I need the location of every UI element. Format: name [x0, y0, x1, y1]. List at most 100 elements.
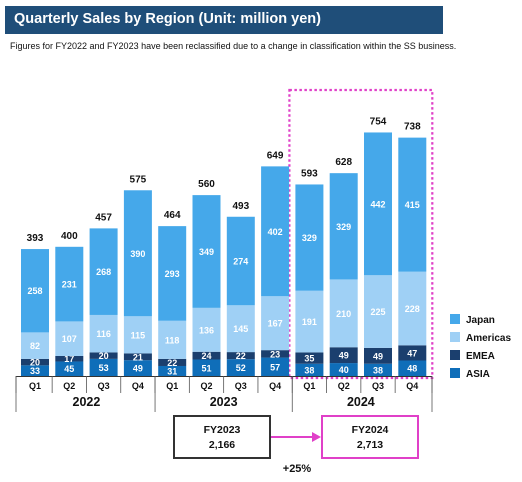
- bar-segment-japan-2: [89, 228, 118, 315]
- total-label-0: 393: [27, 233, 44, 244]
- data-label-asia-10: 38: [373, 365, 383, 375]
- data-label-japan-8: 329: [302, 233, 317, 243]
- bar-segment-emea-3: [123, 353, 152, 361]
- tick-label-0: Q1: [29, 381, 41, 391]
- bar-segment-japan-3: [123, 190, 152, 317]
- bar-segment-asia-10: [364, 363, 392, 376]
- growth-label: +25%: [283, 463, 312, 475]
- data-label-asia-3: 49: [133, 364, 143, 374]
- legend-swatch-americas: [450, 332, 460, 342]
- bar-segment-emea-8: [295, 352, 324, 364]
- year-label-2022: 2022: [73, 395, 101, 409]
- bar-segment-americas-0: [21, 332, 49, 359]
- data-label-asia-8: 38: [304, 365, 314, 375]
- total-label-10: 754: [370, 116, 387, 127]
- bar-segment-japan-5: [192, 195, 221, 308]
- data-label-americas-7: 167: [268, 319, 283, 329]
- data-label-asia-9: 40: [339, 365, 349, 375]
- bar-segment-asia-7: [261, 357, 290, 376]
- total-label-2: 457: [95, 212, 112, 223]
- total-label-4: 464: [164, 210, 181, 221]
- year-label-2023: 2023: [210, 395, 238, 409]
- data-label-japan-1: 231: [62, 280, 77, 290]
- data-label-americas-4: 118: [165, 335, 180, 345]
- bar-segment-americas-2: [89, 314, 118, 353]
- bar-segment-emea-4: [158, 358, 187, 366]
- data-label-japan-2: 268: [96, 267, 111, 277]
- data-label-emea-11: 47: [407, 348, 417, 358]
- bar-segment-americas-1: [55, 321, 84, 356]
- bar-segment-americas-4: [158, 320, 187, 359]
- data-label-asia-5: 51: [201, 363, 211, 373]
- fy-box-label-1: FY2024: [352, 424, 389, 436]
- data-label-americas-1: 107: [62, 334, 77, 344]
- tick-label-1: Q2: [63, 381, 75, 391]
- bar-segment-asia-5: [192, 359, 221, 376]
- bar-segment-americas-9: [329, 279, 358, 348]
- data-label-americas-9: 210: [336, 309, 351, 319]
- data-label-asia-2: 53: [99, 363, 109, 373]
- bar-segment-japan-9: [329, 173, 358, 280]
- data-label-americas-5: 136: [199, 325, 214, 335]
- tick-label-8: Q1: [303, 381, 315, 391]
- data-label-asia-0: 33: [30, 366, 40, 376]
- tick-label-3: Q4: [132, 381, 144, 391]
- data-label-emea-10: 49: [373, 351, 383, 361]
- data-label-asia-7: 57: [270, 362, 280, 372]
- bar-segment-americas-3: [123, 316, 152, 354]
- fy-box-0: [173, 415, 271, 459]
- data-label-japan-11: 415: [405, 200, 420, 210]
- total-label-5: 560: [198, 179, 215, 190]
- data-label-emea-9: 49: [339, 351, 349, 361]
- total-label-7: 649: [267, 150, 284, 161]
- total-label-3: 575: [130, 174, 147, 185]
- data-label-americas-8: 191: [302, 317, 317, 327]
- bar-segment-japan-7: [261, 166, 290, 297]
- bar-segment-asia-11: [398, 360, 427, 376]
- bar-segment-americas-6: [226, 305, 255, 353]
- bar-segment-asia-4: [158, 365, 187, 376]
- data-label-americas-6: 145: [233, 324, 248, 334]
- data-label-americas-0: 82: [30, 341, 40, 351]
- bar-segment-japan-0: [21, 249, 49, 333]
- bar-segment-americas-5: [192, 307, 221, 352]
- fy-box-value-0: 2,166: [209, 439, 235, 451]
- data-label-japan-5: 349: [199, 247, 214, 257]
- fy-box-label-0: FY2023: [204, 424, 241, 436]
- data-label-emea-2: 20: [99, 351, 109, 361]
- data-label-asia-6: 52: [236, 363, 246, 373]
- tick-label-5: Q2: [200, 381, 212, 391]
- legend-label-emea: EMEA: [466, 351, 495, 362]
- data-label-asia-1: 45: [64, 364, 74, 374]
- data-label-japan-7: 402: [268, 227, 283, 237]
- data-label-emea-0: 20: [30, 358, 40, 368]
- bar-segment-emea-9: [329, 347, 358, 364]
- legend-swatch-emea: [450, 350, 460, 360]
- title-bar: Quarterly Sales by Region (Unit: million…: [5, 6, 443, 34]
- data-label-japan-0: 258: [27, 286, 42, 296]
- bar-segment-asia-1: [55, 361, 84, 376]
- fy-box-value-1: 2,713: [357, 439, 383, 451]
- tick-label-2: Q3: [98, 381, 110, 391]
- total-label-8: 593: [301, 168, 318, 179]
- tick-label-10: Q3: [372, 381, 384, 391]
- data-label-asia-11: 48: [407, 364, 417, 374]
- bar-segment-asia-0: [21, 365, 49, 376]
- bar-segment-asia-9: [329, 363, 358, 376]
- tick-label-7: Q4: [269, 381, 281, 391]
- bar-segment-emea-1: [55, 355, 84, 362]
- chart-subtitle: Figures for FY2022 and FY2023 have been …: [10, 41, 457, 51]
- total-label-6: 493: [232, 201, 249, 212]
- tick-label-6: Q3: [235, 381, 247, 391]
- bar-segment-americas-11: [398, 271, 427, 346]
- data-label-japan-9: 329: [336, 222, 351, 232]
- data-label-emea-5: 24: [201, 351, 211, 361]
- total-label-1: 400: [61, 231, 78, 242]
- bar-segment-emea-7: [261, 350, 290, 358]
- bar-segment-asia-2: [89, 358, 118, 376]
- data-label-emea-8: 35: [304, 354, 314, 364]
- bar-segment-asia-6: [226, 359, 255, 376]
- bar-segment-emea-2: [89, 352, 118, 359]
- data-label-americas-2: 116: [96, 329, 111, 339]
